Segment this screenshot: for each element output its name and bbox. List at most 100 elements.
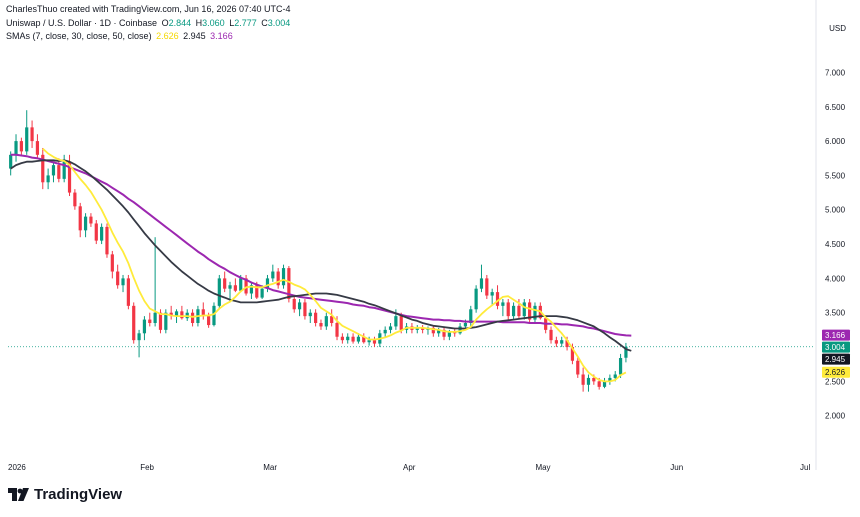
x-tick-label: Feb — [140, 463, 154, 472]
candle-body — [148, 319, 152, 324]
candle-body — [174, 311, 179, 317]
candle-body — [485, 278, 489, 296]
x-tick-label: 2026 — [8, 463, 26, 472]
sma30-value: 2.945 — [183, 31, 206, 41]
candle-body — [110, 254, 114, 272]
close-label: C — [261, 18, 268, 28]
candle-body — [292, 298, 296, 310]
candle-body — [126, 278, 130, 306]
x-tick-label: Apr — [403, 463, 416, 472]
candle-body — [447, 331, 451, 337]
candle-body — [549, 329, 553, 341]
candle-body — [613, 374, 617, 378]
candle-body — [46, 175, 50, 183]
candle-body — [73, 192, 77, 207]
candle-body — [228, 285, 232, 289]
price-badge — [822, 366, 850, 378]
candle-body — [458, 326, 462, 334]
candle-body — [388, 326, 393, 330]
candle-body — [372, 340, 377, 344]
candle-body — [121, 278, 125, 286]
candle-body — [576, 360, 580, 375]
candle-body — [554, 340, 558, 344]
price-badge-label: 3.166 — [825, 331, 846, 340]
close-value: 3.004 — [267, 18, 291, 28]
currency-label: USD — [829, 24, 846, 33]
candle-body — [597, 381, 601, 387]
author-line: CharlesThuo created with TradingView.com… — [6, 4, 293, 14]
candle-body — [212, 305, 216, 326]
candle-body — [89, 216, 93, 224]
candle-body — [158, 312, 163, 330]
candle-body — [511, 305, 516, 317]
candle-body — [501, 302, 505, 306]
low-value: 2.777 — [234, 18, 257, 28]
candle-body — [190, 312, 195, 324]
price-badge-label: 2.945 — [825, 355, 846, 364]
candle-body — [437, 329, 441, 334]
y-tick-label: 4.500 — [825, 240, 846, 249]
candle-body — [132, 305, 136, 341]
x-tick-label: May — [535, 463, 550, 472]
candle-body — [367, 340, 371, 343]
candle-body — [142, 319, 147, 334]
candle-body — [335, 323, 339, 337]
x-tick-label: Jul — [800, 463, 810, 472]
x-tick-label: Jun — [670, 463, 683, 472]
price-badge — [822, 353, 850, 365]
candle-body — [83, 216, 88, 231]
candle-body — [608, 377, 612, 382]
high-value: 3.060 — [202, 18, 225, 28]
candle-body — [249, 285, 254, 294]
candle-body — [19, 141, 23, 152]
price-badge — [822, 341, 850, 353]
candle-body — [330, 316, 334, 324]
candle-body — [25, 127, 29, 152]
candle-body — [287, 268, 291, 299]
sma-label: SMAs (7, close, 30, close, 50, close) — [6, 31, 152, 41]
symbol-name: Uniswap / U.S. Dollar · 1D · Coinbase — [6, 18, 158, 28]
candle-body — [207, 316, 211, 326]
low-label: L — [229, 18, 235, 28]
candle-body — [94, 223, 98, 241]
candle-body — [324, 316, 328, 327]
candle-body — [618, 358, 623, 375]
candle-body — [105, 226, 109, 255]
price-badge — [822, 329, 850, 341]
candle-body — [528, 302, 532, 320]
x-tick-label: Mar — [263, 463, 277, 472]
candle-body — [431, 327, 435, 334]
y-tick-label: 6.000 — [825, 137, 846, 146]
candle-body — [276, 271, 280, 286]
candle-body — [255, 285, 259, 298]
sma50-value: 3.166 — [210, 31, 233, 41]
candle-body — [356, 336, 361, 342]
candle-body — [383, 329, 387, 334]
candle-body — [164, 312, 168, 330]
y-tick-label: 5.000 — [825, 206, 846, 215]
sma50-line — [10, 153, 632, 337]
candle-body — [474, 288, 478, 310]
tradingview-logo: TradingView — [8, 486, 122, 503]
candle-body — [271, 271, 275, 279]
symbol-line: Uniswap / U.S. Dollar · 1D · Coinbase O2… — [6, 18, 292, 28]
y-tick-label: 7.000 — [825, 68, 846, 77]
tradingview-logo-icon — [8, 487, 29, 501]
candle-body — [153, 312, 157, 324]
candle-body — [180, 311, 184, 319]
candle-body — [351, 336, 355, 342]
candle-body — [522, 302, 526, 317]
candle-body — [100, 226, 104, 241]
candle-body — [14, 141, 18, 155]
candle-body — [116, 271, 120, 286]
candle-body — [9, 154, 13, 169]
candle-body — [41, 154, 45, 183]
sma7-value: 2.626 — [156, 31, 179, 41]
candle-body — [506, 302, 510, 317]
candle-body — [586, 377, 591, 385]
candle-body — [244, 278, 248, 294]
candle-body — [303, 302, 307, 317]
candle-body — [517, 305, 521, 317]
y-tick-label: 2.000 — [825, 412, 846, 421]
